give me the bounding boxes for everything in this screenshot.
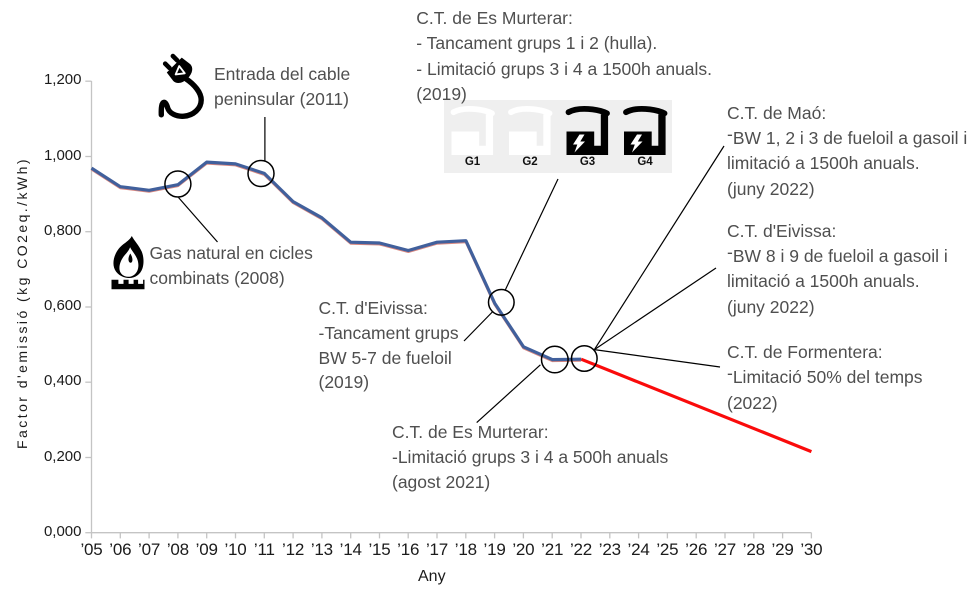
svg-text:G1: G1: [465, 156, 481, 168]
svg-text:G2: G2: [522, 156, 537, 168]
svg-text:G3: G3: [580, 156, 595, 168]
svg-text:G4: G4: [637, 156, 653, 168]
